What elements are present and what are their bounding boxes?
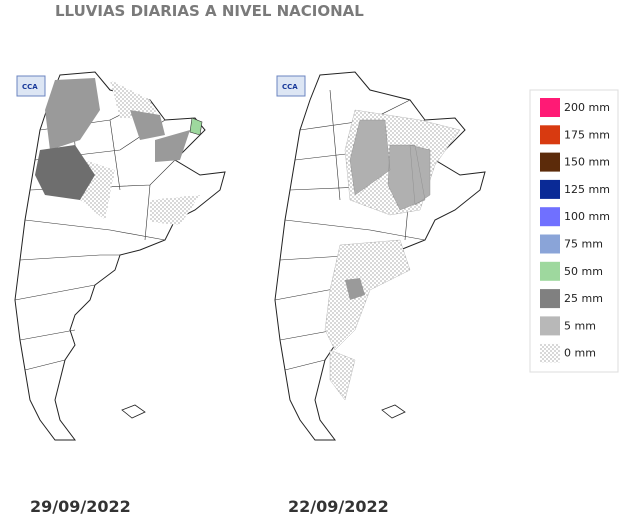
legend-swatch [540, 152, 560, 172]
logo-text: CCA [282, 83, 298, 91]
map-right: CCA 22/09/2022 [274, 71, 486, 516]
legend-swatch [540, 207, 560, 227]
legend-label: 150 mm [564, 156, 610, 169]
legend-swatch [540, 316, 560, 336]
legend-swatch [540, 261, 560, 281]
legend-label: 75 mm [564, 238, 603, 251]
legend-swatch [540, 289, 560, 309]
legend-label: 50 mm [564, 265, 603, 278]
map-date: 29/09/2022 [30, 497, 131, 516]
legend-label: 0 mm [564, 347, 596, 360]
legend-swatch [540, 179, 560, 199]
legend-swatch [540, 343, 560, 363]
legend: 200 mm 175 mm 150 mm 125 mm 100 mm 75 mm 50 mm… [529, 89, 619, 373]
legend-swatch [540, 98, 560, 117]
logo [276, 75, 306, 97]
legend-swatch [540, 125, 560, 145]
legend-swatch [540, 234, 560, 254]
rain-5mm [349, 119, 431, 211]
legend-label: 200 mm [564, 101, 610, 114]
title: LLUVIAS DIARIAS A NIVEL NACIONAL [55, 2, 364, 20]
logo-text: CCA [22, 83, 38, 91]
legend-label: 175 mm [564, 128, 610, 141]
rain-25mm [35, 145, 95, 200]
rain-50mm [189, 117, 203, 136]
legend-label: 5 mm [564, 319, 596, 332]
legend-label: 100 mm [564, 210, 610, 223]
legend-label: 25 mm [564, 292, 603, 305]
legend-label: 125 mm [564, 183, 610, 196]
logo [16, 75, 46, 97]
rain-0mm [80, 80, 200, 225]
rain-25mm [345, 278, 365, 300]
rain-5mm [45, 78, 190, 162]
map-left: CCA 29/09/2022 [14, 71, 226, 516]
map-date: 22/09/2022 [288, 497, 389, 516]
